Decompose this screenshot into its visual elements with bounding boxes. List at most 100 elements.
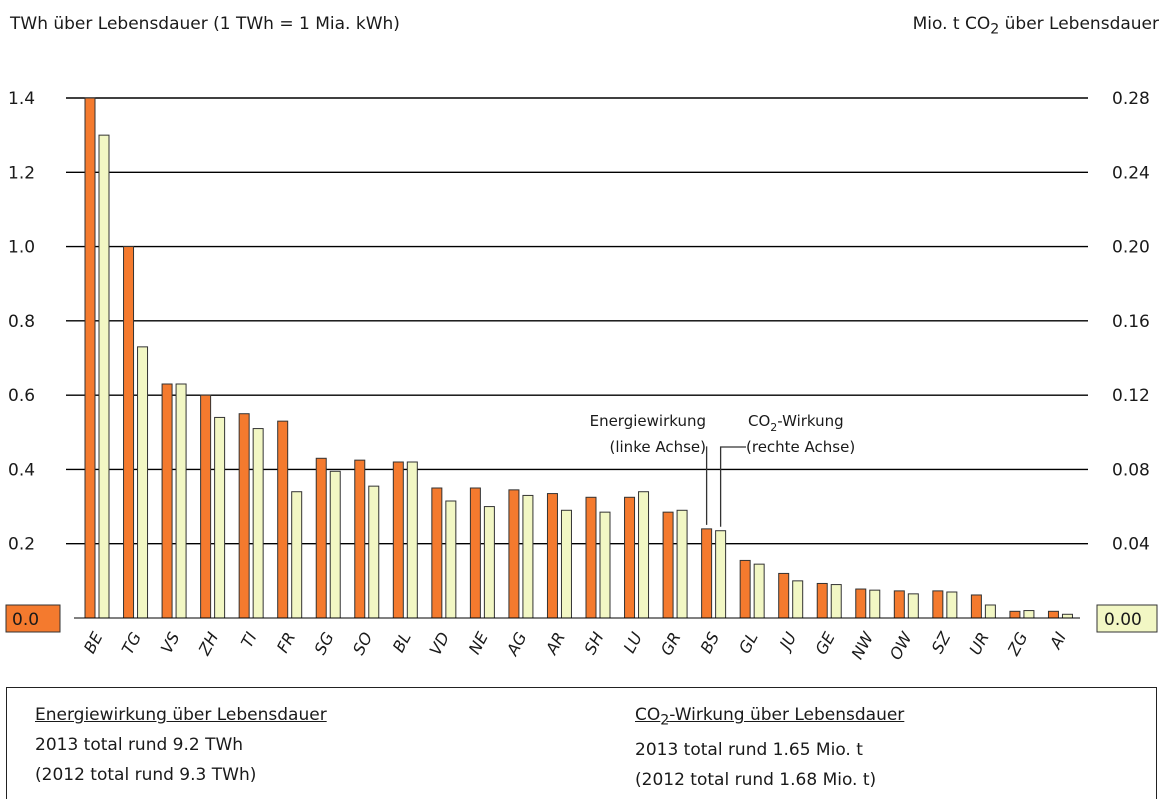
- bar-energy: [778, 572, 790, 619]
- bar-energy: [354, 459, 366, 619]
- bar-co2: [984, 604, 996, 619]
- bar-co2: [214, 416, 226, 619]
- x-tick-label: UR: [965, 629, 992, 658]
- bar-energy: [277, 420, 289, 619]
- bar-co2: [907, 593, 919, 619]
- bar-co2: [175, 383, 187, 619]
- y-left-zero-box: [5, 604, 61, 633]
- bar-co2: [291, 491, 303, 619]
- x-tick-label: SZ: [928, 628, 955, 656]
- bar-co2: [869, 589, 881, 619]
- legend-energy-2013: 2013 total rund 9.2 TWh: [35, 735, 244, 755]
- bar-energy: [161, 383, 173, 619]
- legend-energy-heading: Energiewirkung über Lebensdauer: [35, 705, 327, 725]
- y-left-tick-label: 1.2: [8, 163, 35, 183]
- x-tick-label: GL: [735, 629, 762, 657]
- bar-energy: [469, 487, 481, 619]
- bar-co2: [638, 491, 650, 619]
- y-right-tick-label: 0.04: [1112, 535, 1150, 555]
- y-left-tick-label: 0.8: [8, 312, 35, 332]
- bar-energy: [431, 487, 443, 619]
- bar-energy: [970, 594, 982, 619]
- bar-energy: [1009, 610, 1021, 619]
- x-tick-label: ZH: [194, 629, 222, 659]
- x-tick-label: FR: [273, 629, 299, 656]
- legend-co2-2013: 2013 total rund 1.65 Mio. t: [635, 740, 863, 761]
- x-tick-label: VD: [426, 629, 454, 658]
- x-tick-label: NE: [465, 628, 493, 657]
- y-right-tick-label: 0.28: [1112, 89, 1150, 109]
- annotation-energy-line2: (linke Achse): [610, 438, 707, 456]
- legend-box: Energiewirkung über Lebensdauer 2013 tot…: [6, 687, 1157, 799]
- bar-co2: [599, 511, 611, 619]
- bar-energy: [392, 461, 404, 619]
- bar-chart: 0.2 0.4 0.6 0.8 1.0 1.2 1.4 0.04 0.08 0.12 0.16 0.2…: [5, 89, 1158, 663]
- bar-energy: [855, 588, 867, 619]
- bar-energy: [508, 489, 520, 619]
- bar-co2: [329, 470, 341, 619]
- bar-co2: [98, 134, 110, 619]
- y-right-tick-label: 0.20: [1112, 238, 1150, 258]
- bar-energy: [662, 511, 674, 619]
- bar-co2: [368, 485, 380, 619]
- x-tick-label: GR: [657, 629, 685, 659]
- left-axis-title: TWh über Lebensdauer (1 TWh = 1 Mia. kWh…: [10, 14, 400, 34]
- bar-co2: [483, 506, 495, 619]
- bar-energy: [739, 559, 751, 619]
- bar-energy: [200, 394, 212, 619]
- bar-co2: [1023, 610, 1035, 619]
- y-left-tick-label: 1.4: [8, 89, 35, 109]
- bar-energy: [701, 528, 713, 619]
- y-right-zero-box: [1096, 604, 1158, 633]
- x-tick-label: SO: [349, 629, 376, 658]
- x-tick-label: AG: [502, 629, 530, 659]
- x-tick-label: BE: [80, 628, 107, 656]
- bar-energy: [624, 496, 636, 619]
- x-tick-label: BS: [696, 629, 723, 657]
- legend-co2: CO2-Wirkung über Lebensdauer 2013 total …: [635, 700, 904, 795]
- bar-co2: [406, 461, 418, 619]
- legend-energy: Energiewirkung über Lebensdauer 2013 tot…: [35, 700, 327, 790]
- bar-co2: [753, 563, 765, 619]
- y-left-tick-label: 0.6: [8, 386, 35, 406]
- bar-energy: [238, 413, 250, 619]
- legend-energy-2012: (2012 total rund 9.3 TWh): [35, 765, 257, 785]
- bar-co2: [715, 530, 727, 619]
- x-tick-label: BL: [389, 629, 415, 655]
- y-right-tick-label: 0.08: [1112, 460, 1150, 480]
- bar-co2: [522, 494, 534, 619]
- bar-co2: [560, 509, 572, 619]
- y-right-tick-label: 0.12: [1112, 386, 1150, 406]
- bar-co2: [137, 346, 149, 619]
- x-tick-label: SH: [580, 629, 607, 658]
- bar-co2: [252, 428, 264, 619]
- legend-co2-heading: CO2-Wirkung über Lebensdauer: [635, 705, 905, 729]
- y-left-tick-label: 0.4: [8, 460, 35, 480]
- x-tick-label: AR: [541, 629, 569, 658]
- bar-co2: [830, 584, 842, 619]
- x-tick-label: TG: [118, 629, 145, 657]
- right-axis-title: Mio. t CO2 über Lebensdauer: [912, 14, 1159, 38]
- bar-energy: [84, 97, 96, 619]
- bar-co2: [676, 509, 688, 619]
- annotation-co2-leader: [719, 446, 746, 527]
- y-left-tick-label: 0.0: [12, 610, 39, 630]
- y-right-tick-label: 0.24: [1112, 163, 1150, 183]
- x-tick-label: NW: [847, 628, 877, 662]
- bar-energy: [585, 496, 597, 619]
- x-tick-label: JU: [774, 629, 800, 655]
- bar-energy: [315, 457, 327, 619]
- y-left-tick-label: 1.0: [8, 238, 35, 258]
- bar-energy: [932, 590, 944, 619]
- bar-energy: [893, 590, 905, 619]
- bar-energy: [1047, 610, 1059, 619]
- x-tick-label: GE: [811, 628, 839, 658]
- bar-energy: [816, 582, 828, 619]
- x-tick-label: AI: [1045, 629, 1070, 653]
- y-right-tick-label: 0.16: [1112, 312, 1150, 332]
- annotation-energy-leader: [705, 446, 708, 525]
- bar-energy: [546, 493, 558, 619]
- bar-energy: [123, 246, 135, 619]
- y-right-tick-label: 0.00: [1104, 610, 1142, 630]
- bar-co2: [792, 580, 804, 619]
